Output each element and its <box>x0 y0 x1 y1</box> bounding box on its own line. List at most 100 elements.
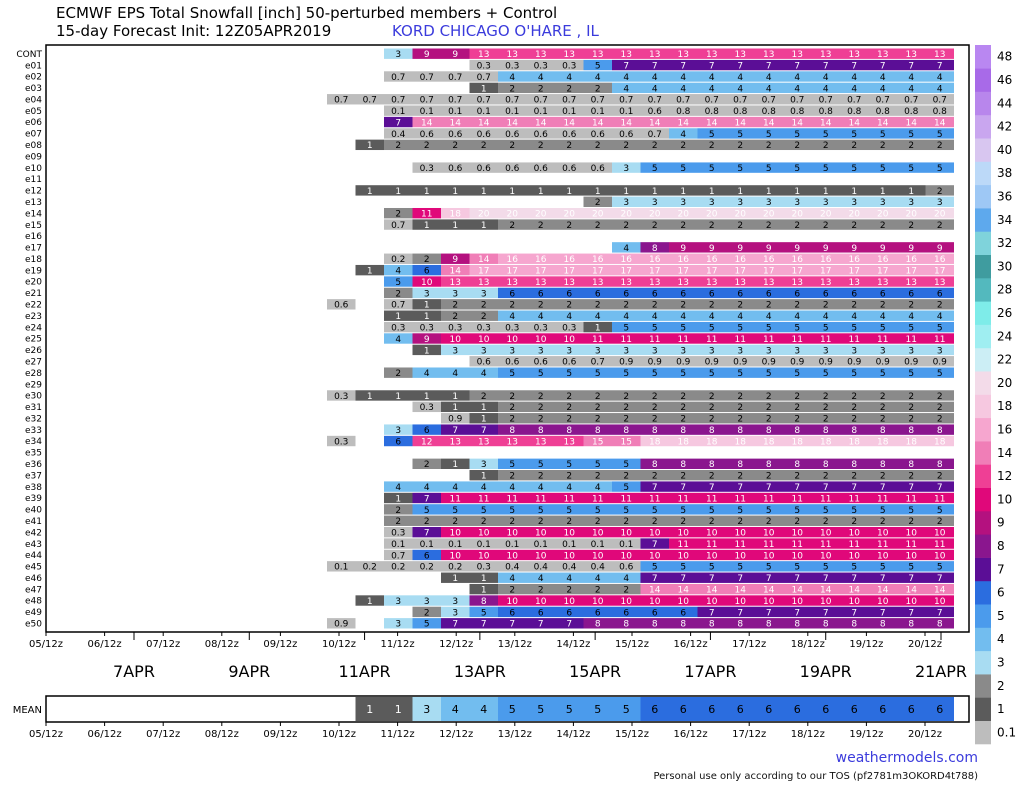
cell-value: 2 <box>937 392 943 402</box>
data-cell <box>555 344 584 356</box>
cell-value: 2 <box>937 221 943 231</box>
data-cell <box>469 595 498 606</box>
data-cell <box>840 128 869 139</box>
cell-value: 5 <box>709 324 715 334</box>
data-cell <box>840 264 869 276</box>
data-cell <box>612 242 641 253</box>
time-tick-label: 11/12z <box>381 639 415 650</box>
data-cell <box>441 207 470 219</box>
data-cell <box>697 242 726 253</box>
member-label: e20 <box>25 278 42 288</box>
cell-value: 2 <box>737 415 743 425</box>
data-cell <box>640 185 669 196</box>
cell-value: 4 <box>766 312 772 322</box>
colorbar-label: 34 <box>997 213 1012 227</box>
cell-value: 5 <box>595 506 601 516</box>
data-cell <box>469 287 498 299</box>
data-cell <box>868 435 897 447</box>
data-cell <box>498 59 527 71</box>
date-tick-label: 7APR <box>113 662 155 681</box>
cell-value: 5 <box>623 369 629 379</box>
cell-value: 8 <box>766 620 772 630</box>
data-cell <box>669 287 698 299</box>
colorbar-label: 14 <box>997 446 1012 460</box>
cell-value: 0.1 <box>534 540 548 550</box>
cell-value: 11 <box>849 540 860 550</box>
data-cell <box>925 207 954 219</box>
data-cell <box>469 504 498 515</box>
cell-value: 5 <box>908 324 914 334</box>
mean-time-tick-label: 12/12z <box>439 729 473 740</box>
data-cell <box>726 413 755 424</box>
cell-value: 2 <box>851 403 857 413</box>
cell-value: 11 <box>621 335 632 345</box>
cell-value: 10 <box>934 529 946 539</box>
data-cell <box>469 253 498 264</box>
data-cell <box>441 390 470 401</box>
data-cell <box>441 424 470 435</box>
data-cell <box>811 185 840 196</box>
cell-value: 3 <box>452 597 458 607</box>
cell-value: 18 <box>792 437 804 447</box>
data-cell <box>498 48 527 59</box>
brand-link[interactable]: weathermodels.com <box>835 750 978 766</box>
cell-value: 2 <box>595 221 601 231</box>
cell-value: 13 <box>450 437 461 447</box>
cell-value: 1 <box>367 267 373 277</box>
cell-value: 2 <box>766 415 772 425</box>
cell-value: 13 <box>592 50 603 60</box>
data-cell <box>555 481 584 492</box>
cell-value: 7 <box>908 483 914 493</box>
data-cell <box>783 435 812 447</box>
cell-value: 11 <box>820 540 831 550</box>
data-cell <box>441 572 470 583</box>
cell-value: 11 <box>849 335 860 345</box>
cell-value: 1 <box>395 392 401 402</box>
cell-value: 2 <box>737 141 743 151</box>
data-cell <box>469 321 498 333</box>
data-cell <box>925 492 954 504</box>
data-cell <box>669 492 698 504</box>
data-cell <box>555 105 584 116</box>
data-cell <box>498 116 527 128</box>
data-cell <box>412 139 441 151</box>
data-cell <box>526 606 555 618</box>
cell-value: 10 <box>735 551 747 561</box>
data-cell <box>811 515 840 526</box>
data-cell <box>526 618 555 629</box>
cell-value: 4 <box>395 483 401 493</box>
cell-value: 2 <box>538 84 544 94</box>
cell-value: 11 <box>621 494 632 504</box>
cell-value: 1 <box>452 392 458 402</box>
cell-value: 13 <box>507 278 518 288</box>
cell-value: 4 <box>880 73 886 83</box>
data-cell <box>754 572 783 583</box>
cell-value: 4 <box>937 312 943 322</box>
data-cell <box>555 71 584 82</box>
cell-value: 0.7 <box>448 96 462 106</box>
data-cell <box>697 458 726 470</box>
data-cell <box>412 207 441 219</box>
data-cell <box>469 458 498 470</box>
cell-value: 8 <box>908 460 914 470</box>
data-cell <box>726 116 755 128</box>
cell-value: 10 <box>621 597 633 607</box>
cell-value: 4 <box>737 312 743 322</box>
cell-value: 0.6 <box>477 164 492 174</box>
data-cell <box>384 105 413 116</box>
colorbar-label: 16 <box>997 422 1012 436</box>
data-cell <box>555 606 584 618</box>
cell-value: 5 <box>794 164 800 174</box>
mean-value: 6 <box>794 703 801 716</box>
cell-value: 2 <box>823 472 829 482</box>
data-cell <box>754 82 783 94</box>
mean-value: 3 <box>423 703 430 716</box>
cell-value: 9 <box>680 244 686 254</box>
data-cell <box>526 128 555 139</box>
data-cell <box>469 356 498 367</box>
mean-value: 6 <box>765 703 772 716</box>
cell-value: 5 <box>652 324 658 334</box>
data-cell <box>811 606 840 618</box>
member-label: e46 <box>25 574 42 584</box>
cell-value: 3 <box>823 198 829 208</box>
